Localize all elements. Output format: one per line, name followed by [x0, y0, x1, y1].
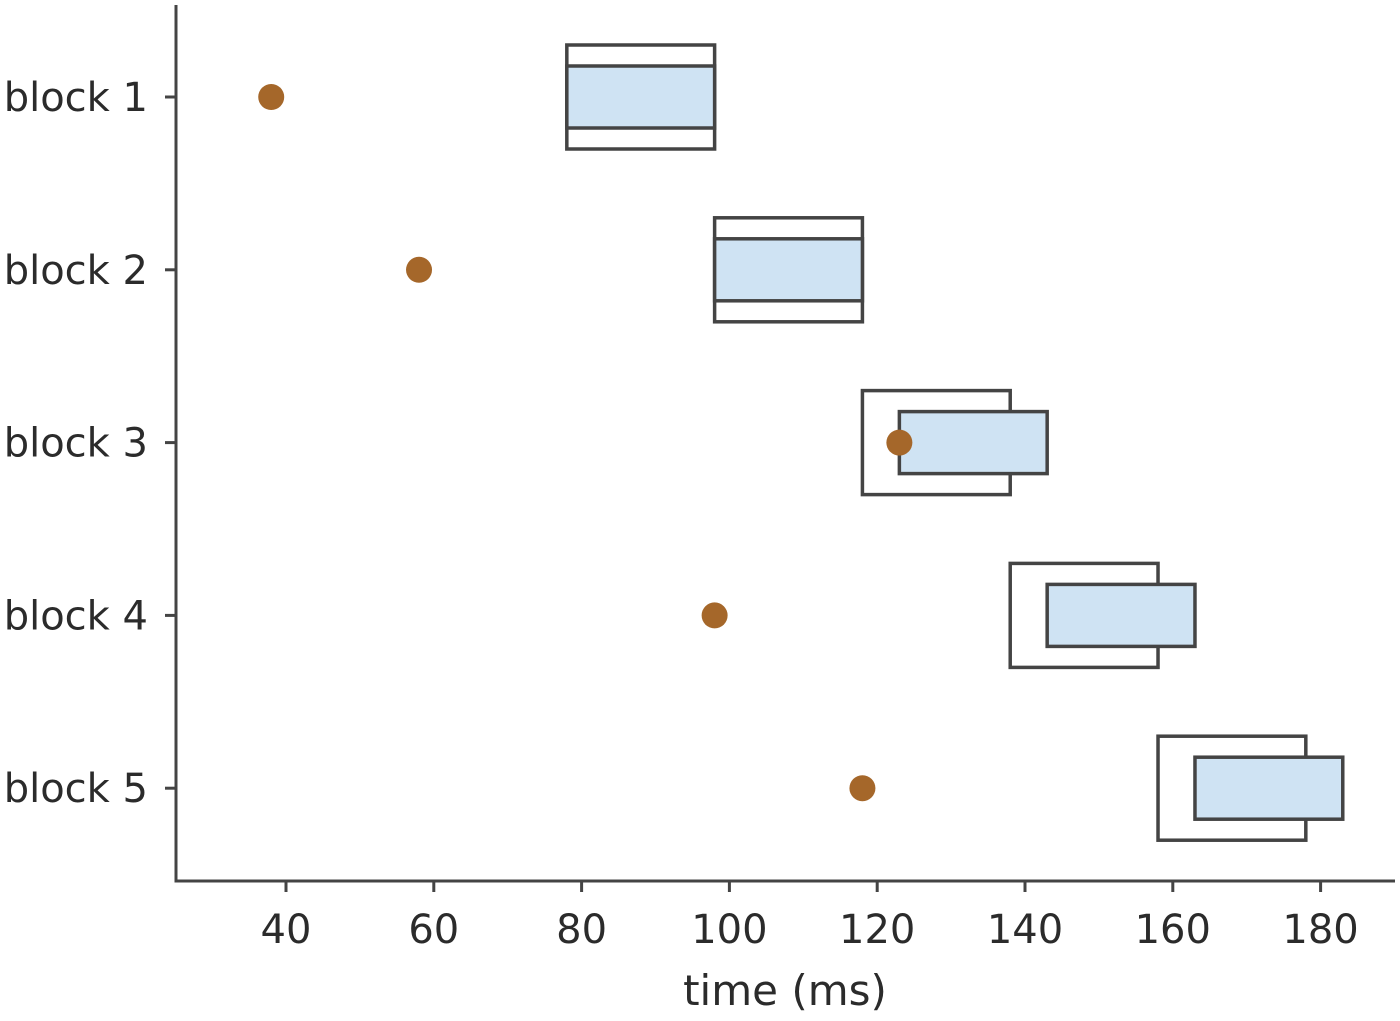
inner-interval-box: [897, 409, 1049, 476]
data-point: [406, 256, 433, 283]
y-tick-label: block 1: [4, 75, 148, 121]
x-ticks: 40 60 80 100 120 140 160 180: [261, 881, 1359, 953]
data-point: [258, 84, 285, 110]
x-tick-label: 60: [408, 907, 459, 953]
inner-interval-box: [565, 64, 717, 130]
x-tick-label: 140: [987, 907, 1063, 953]
x-tick-label: 120: [839, 907, 915, 953]
x-tick-label: 160: [1135, 907, 1211, 953]
data-point: [886, 429, 913, 456]
inner-interval-box: [1193, 755, 1345, 821]
x-axis-label: time (ms): [683, 966, 887, 1015]
data-point: [849, 775, 876, 802]
y-tick-label: block 2: [4, 248, 148, 294]
y-ticks: block 1 block 2 block 3 block 4 block 5: [4, 75, 176, 812]
x-tick-label: 180: [1282, 907, 1358, 953]
data-point: [701, 602, 728, 629]
y-tick-label: block 5: [4, 766, 148, 812]
inner-interval-box: [1045, 582, 1197, 649]
chart-marks: [258, 43, 1345, 842]
y-tick-label: block 3: [4, 421, 148, 467]
y-tick-label: block 4: [4, 593, 148, 639]
inner-interval-box: [712, 237, 865, 303]
x-tick-label: 100: [691, 907, 767, 953]
x-tick-label: 40: [261, 907, 312, 953]
x-tick-label: 80: [556, 907, 607, 953]
